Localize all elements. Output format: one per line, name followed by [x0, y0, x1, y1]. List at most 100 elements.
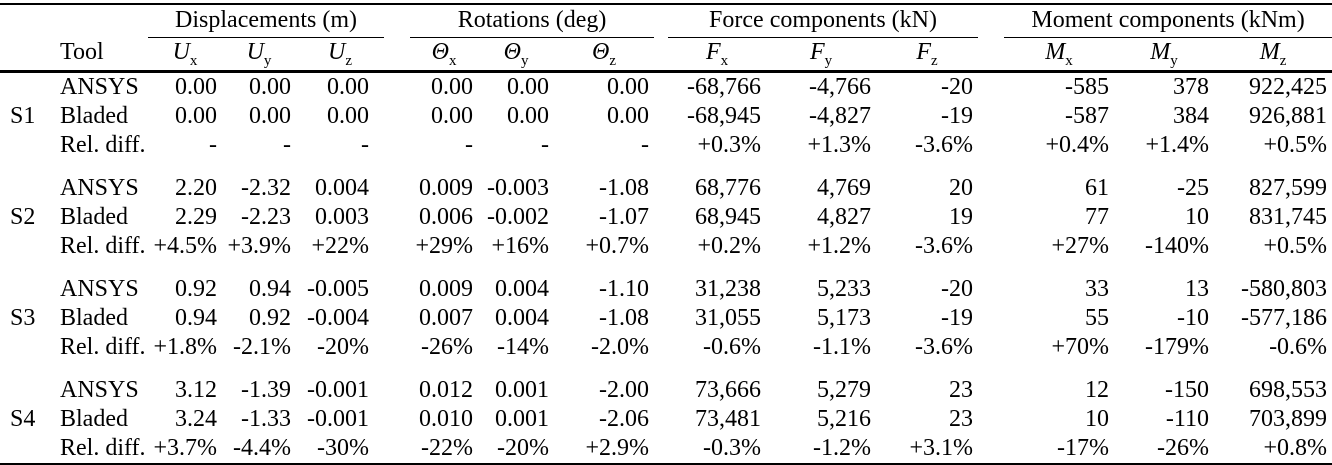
col-header-thetaz: Θz — [554, 37, 655, 73]
column-gap — [978, 131, 1004, 160]
tool-blank — [58, 4, 148, 38]
tool-cell: Bladed — [60, 406, 128, 432]
value-cell: 0.00 — [249, 74, 291, 100]
value-cell: 0.00 — [607, 103, 650, 129]
value-cell: 0.007 — [419, 305, 474, 331]
value-cell: 33 — [1085, 276, 1110, 302]
col-header-uz: Uz — [296, 37, 385, 73]
value-cell: -0.3% — [703, 435, 762, 461]
column-gap — [978, 376, 1004, 405]
value-cell: 73,481 — [695, 406, 762, 432]
value-cell: 0.010 — [419, 406, 474, 432]
group-gap — [654, 37, 669, 73]
value-cell: -20 — [941, 74, 974, 100]
value-cell: -2.06 — [599, 406, 650, 432]
section-gap — [0, 160, 1332, 174]
corner-blank — [0, 4, 58, 38]
column-gap — [384, 232, 410, 261]
value-cell: -20% — [497, 435, 550, 461]
value-cell: 68,776 — [695, 175, 762, 201]
group-gap — [384, 37, 411, 73]
column-gap — [384, 376, 410, 405]
group-header-moments: Moment components (kNm) — [1004, 4, 1332, 38]
value-cell: -587 — [1065, 103, 1110, 129]
table-row: S4 Bladed 3.24 -1.33 -0.001 0.010 0.001 -2.06 73… — [0, 405, 1332, 434]
value-cell: 4,769 — [817, 175, 872, 201]
table-body: ANSYS 0.00 0.00 0.00 0.00 0.00 0.00 -68,766 -4,7… — [0, 72, 1332, 465]
value-cell: +1.3% — [807, 132, 872, 158]
table-row: ANSYS 2.20 -2.32 0.004 0.009 -0.003 -1.08 68,77… — [0, 174, 1332, 203]
column-gap — [384, 434, 410, 465]
value-cell: -1.08 — [599, 175, 650, 201]
value-cell: 0.00 — [175, 103, 217, 129]
value-cell: +0.7% — [585, 233, 650, 259]
value-cell: 73,666 — [695, 377, 762, 403]
table-row: S2 Bladed 2.29 -2.23 0.003 0.006 -0.002 -1.07 68… — [0, 203, 1332, 232]
column-gap — [654, 203, 668, 232]
value-cell: 827,599 — [1249, 175, 1328, 201]
column-gap — [384, 174, 410, 203]
value-cell: 384 — [1173, 103, 1210, 129]
value-cell: 31,055 — [695, 305, 762, 331]
value-cell: -0.003 — [487, 175, 550, 201]
tool-cell: ANSYS — [60, 74, 139, 100]
value-cell: 0.92 — [175, 276, 217, 302]
value-cell: 13 — [1185, 276, 1210, 302]
value-cell: 0.00 — [249, 103, 291, 129]
value-cell: 0.003 — [315, 204, 370, 230]
section-label — [0, 232, 58, 261]
section-label: S3 — [10, 305, 36, 331]
value-cell: +70% — [1051, 334, 1110, 360]
value-cell: 31,238 — [695, 276, 762, 302]
value-cell: -1.1% — [813, 334, 872, 360]
value-cell: -25 — [1177, 175, 1210, 201]
value-cell: +16% — [491, 233, 550, 259]
section-label: S2 — [10, 204, 36, 230]
column-gap — [978, 304, 1004, 333]
table-row: S1 Bladed 0.00 0.00 0.00 0.00 0.00 0.00 -68,945 -… — [0, 102, 1332, 131]
value-cell: -150 — [1165, 377, 1210, 403]
value-cell: 2.20 — [175, 175, 217, 201]
column-gap — [654, 102, 668, 131]
table-row: ANSYS 0.92 0.94 -0.005 0.009 0.004 -1.10 31,238… — [0, 275, 1332, 304]
column-gap — [654, 333, 668, 362]
column-gap — [384, 333, 410, 362]
section-gap-row — [0, 160, 1332, 174]
value-cell: 0.94 — [249, 276, 291, 302]
section-label — [0, 333, 58, 362]
column-gap — [654, 405, 668, 434]
value-cell: -140% — [1145, 233, 1210, 259]
value-cell: 0.009 — [419, 276, 474, 302]
value-cell: 0.00 — [175, 74, 217, 100]
value-cell: 10 — [1185, 204, 1210, 230]
column-gap — [384, 304, 410, 333]
value-cell: +3.7% — [153, 435, 217, 461]
value-cell: -19 — [941, 305, 974, 331]
value-cell: +2.9% — [585, 435, 650, 461]
table-row: S3 Bladed 0.94 0.92 -0.004 0.007 0.004 -1.08 31,… — [0, 304, 1332, 333]
value-cell: -1.08 — [599, 305, 650, 331]
value-cell: -1.07 — [599, 204, 650, 230]
value-cell: - — [283, 132, 291, 158]
tool-cell: ANSYS — [60, 175, 139, 201]
value-cell: 61 — [1085, 175, 1110, 201]
value-cell: -0.004 — [307, 305, 370, 331]
column-gap — [654, 131, 668, 160]
value-cell: +29% — [415, 233, 474, 259]
value-cell: 68,945 — [695, 204, 762, 230]
column-gap — [978, 434, 1004, 465]
value-cell: +0.2% — [697, 233, 762, 259]
column-gap — [654, 434, 668, 465]
value-cell: 55 — [1085, 305, 1110, 331]
column-gap — [384, 72, 410, 103]
value-cell: -0.6% — [703, 334, 762, 360]
column-gap — [978, 72, 1004, 103]
value-cell: 0.004 — [495, 276, 550, 302]
section-label — [0, 174, 58, 203]
value-cell: +0.8% — [1263, 435, 1328, 461]
value-cell: 0.006 — [419, 204, 474, 230]
column-gap — [978, 275, 1004, 304]
column-gap — [978, 102, 1004, 131]
section-label: S1 — [10, 103, 36, 129]
